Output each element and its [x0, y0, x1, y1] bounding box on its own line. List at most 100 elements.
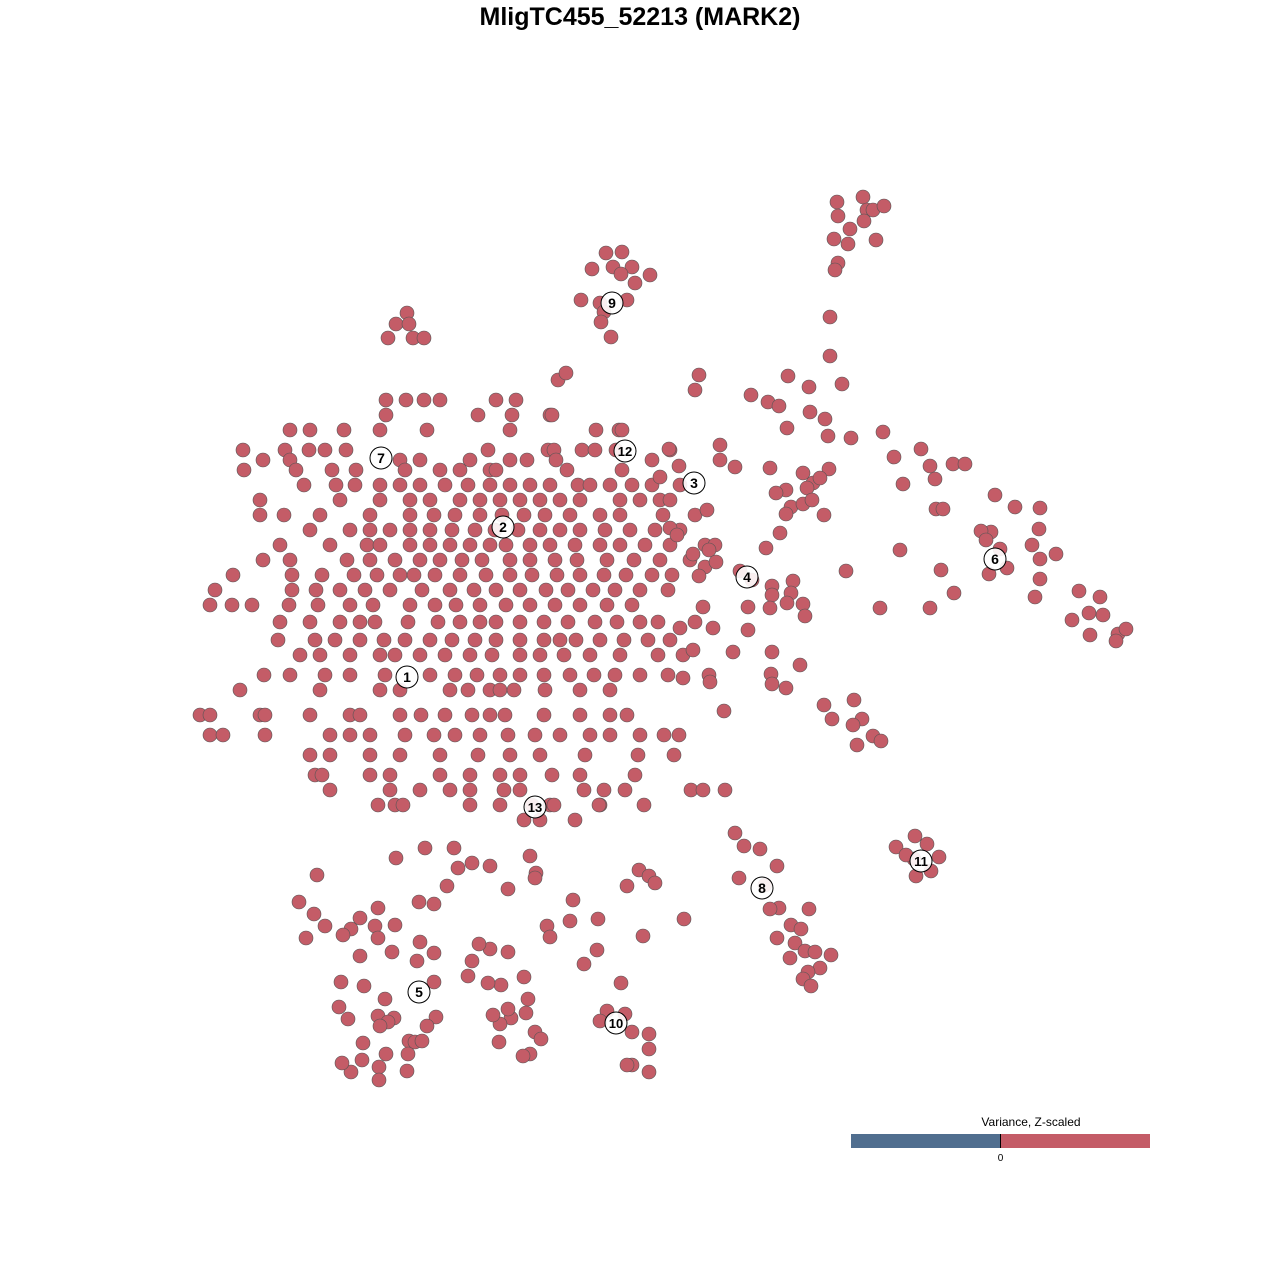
data-point: [322, 782, 338, 798]
data-point: [922, 458, 938, 474]
data-point: [378, 1046, 394, 1062]
data-point: [957, 456, 973, 472]
data-point: [527, 870, 543, 886]
data-point: [301, 442, 317, 458]
cluster-label-text: 8: [758, 880, 766, 896]
data-point: [650, 647, 666, 663]
cluster-label-badge: [369, 446, 393, 470]
data-point: [314, 567, 330, 583]
cluster-label-text: 13: [528, 800, 542, 815]
data-point: [426, 945, 442, 961]
cluster-label-badge: [407, 980, 431, 1004]
cluster-label-12: 12: [613, 439, 637, 463]
data-point: [348, 462, 364, 478]
data-point: [270, 632, 286, 648]
data-point: [388, 316, 404, 332]
data-point: [362, 522, 378, 538]
data-point: [544, 767, 560, 783]
data-point: [548, 452, 564, 468]
data-point: [768, 485, 784, 501]
data-point: [795, 465, 811, 481]
data-point: [371, 1072, 387, 1088]
data-point: [830, 208, 846, 224]
data-point: [462, 537, 478, 553]
data-point: [538, 582, 554, 598]
data-point: [640, 632, 656, 648]
data-point: [895, 476, 911, 492]
data-point: [602, 707, 618, 723]
data-point: [558, 365, 574, 381]
data-point: [752, 841, 768, 857]
data-point: [340, 1011, 356, 1027]
data-point: [656, 727, 672, 743]
data-point: [617, 782, 633, 798]
data-point: [352, 948, 368, 964]
data-point: [820, 428, 836, 444]
data-point: [1027, 589, 1043, 605]
data-point: [619, 1057, 635, 1073]
data-point: [666, 747, 682, 763]
legend-positive-segment: [1000, 1134, 1150, 1148]
data-point: [352, 910, 368, 926]
data-point: [758, 540, 774, 556]
data-point: [592, 537, 608, 553]
data-point: [460, 477, 476, 493]
data-point: [500, 944, 516, 960]
data-point: [416, 392, 432, 408]
data-point: [462, 797, 478, 813]
data-point: [812, 470, 828, 486]
data-point: [235, 442, 251, 458]
data-point: [302, 747, 318, 763]
data-point: [826, 231, 842, 247]
data-point: [399, 1063, 415, 1079]
data-point: [302, 707, 318, 723]
data-point: [572, 492, 588, 508]
data-point: [493, 977, 509, 993]
data-point: [591, 797, 607, 813]
data-point: [450, 860, 466, 876]
data-point: [892, 542, 908, 558]
cluster-label-badge: [983, 547, 1007, 571]
data-point: [802, 404, 818, 420]
data-point: [532, 522, 548, 538]
data-point: [630, 747, 646, 763]
data-point: [512, 647, 528, 663]
data-point: [328, 477, 344, 493]
cluster-label-badge: [600, 291, 624, 315]
data-point: [612, 647, 628, 663]
data-point: [822, 348, 838, 364]
data-point: [342, 597, 358, 613]
data-point: [602, 477, 618, 493]
data-point: [669, 527, 685, 543]
data-point: [801, 901, 817, 917]
legend-zero-tick: [1000, 1134, 1001, 1148]
data-point: [522, 552, 538, 568]
data-point: [414, 1033, 430, 1049]
data-point: [346, 567, 362, 583]
data-point: [544, 407, 560, 423]
data-point: [467, 522, 483, 538]
data-point: [582, 647, 598, 663]
data-point: [497, 707, 513, 723]
data-point: [492, 767, 508, 783]
data-point: [650, 614, 666, 630]
data-point: [582, 477, 598, 493]
data-point: [397, 462, 413, 478]
data-point: [512, 582, 528, 598]
data-point: [1092, 589, 1108, 605]
data-point: [498, 537, 514, 553]
data-point: [355, 1035, 371, 1051]
data-point: [488, 392, 504, 408]
data-point: [816, 507, 832, 523]
data-point: [272, 537, 288, 553]
points-layer: [192, 189, 1134, 1088]
data-point: [804, 492, 820, 508]
data-point: [552, 492, 568, 508]
data-point: [291, 894, 307, 910]
data-point: [359, 537, 375, 553]
data-point: [547, 597, 563, 613]
data-point: [207, 582, 223, 598]
cluster-label-text: 7: [377, 450, 385, 466]
data-point: [492, 682, 508, 698]
cluster-label-text: 3: [690, 475, 698, 491]
